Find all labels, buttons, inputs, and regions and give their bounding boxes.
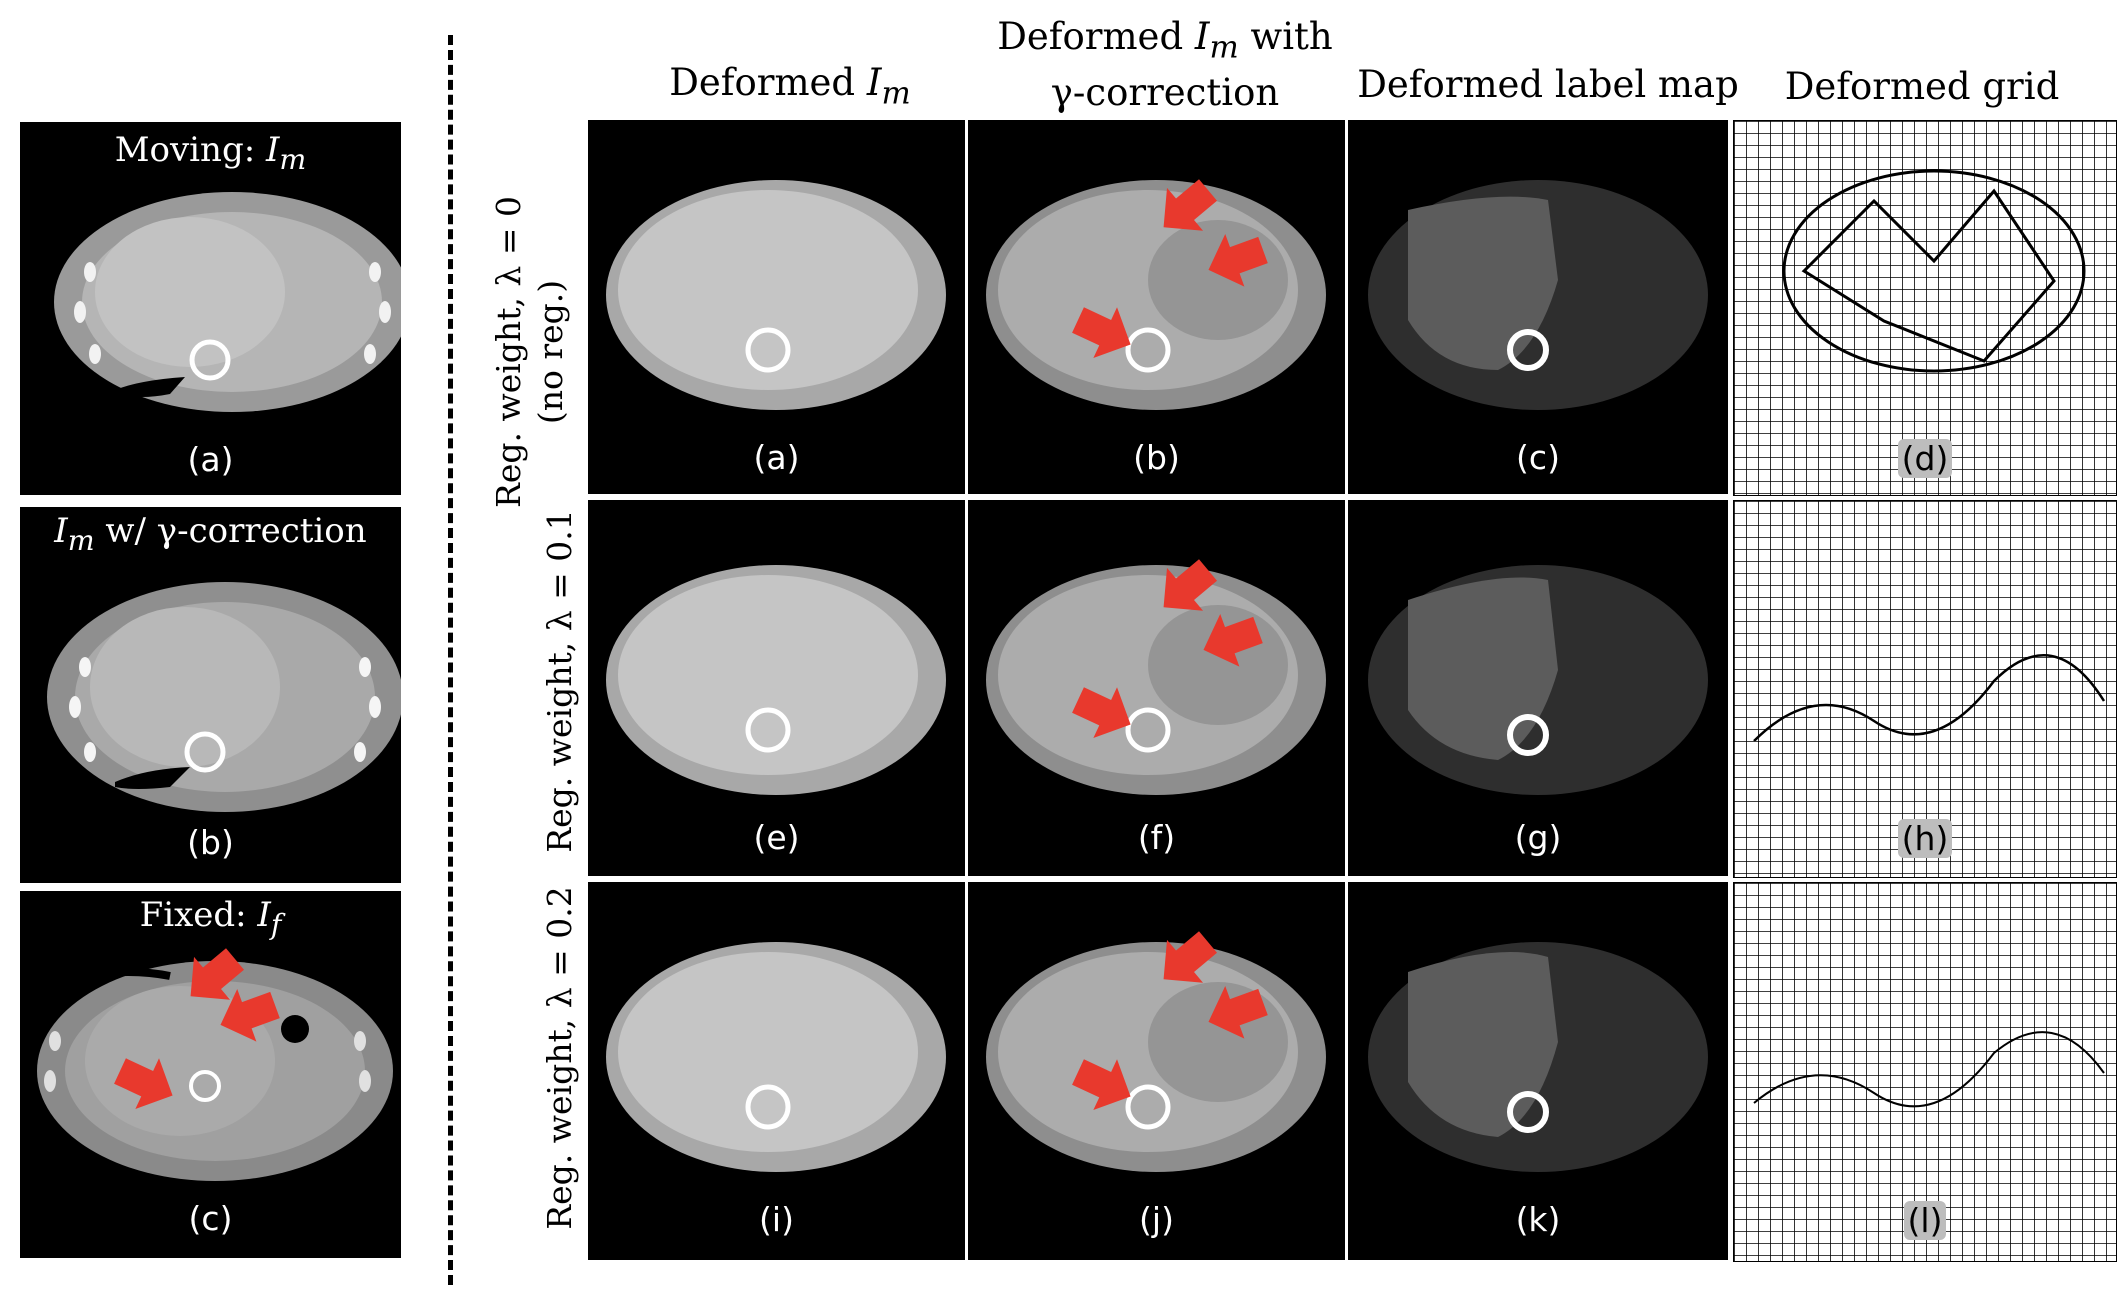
deformed-grid [1734, 121, 2116, 495]
row-title-lambda-0.1: Reg. weight, λ = 0.1 [540, 509, 579, 853]
panel-label: (a) [187, 440, 234, 479]
gamma-corrected-image-panel: Im w/ γ-correction (b) [20, 507, 401, 883]
panel-label: (i) [759, 1200, 794, 1239]
result-panel: (f) [968, 500, 1345, 876]
panel-label: (c) [1516, 438, 1560, 477]
deformed-gamma-ct [986, 179, 1326, 410]
result-panel: (j) [968, 882, 1345, 1260]
deformed-grid-panel: (l) [1733, 882, 2117, 1262]
gamma-ct-slice [47, 582, 401, 812]
panel-label: (b) [187, 823, 234, 862]
column-title-deformed: Deformed Im [669, 61, 911, 112]
panel-label: (a) [753, 438, 800, 477]
result-panel: (i) [588, 882, 965, 1260]
section-divider [448, 35, 453, 1285]
deformed-ct [606, 565, 946, 795]
result-panel: (c) [1348, 120, 1728, 494]
fixed-arrow-overlay [114, 948, 280, 1110]
column-title-grid: Deformed grid [1784, 65, 2060, 108]
result-panel: (e) [588, 500, 965, 876]
deformed-gamma-ct [986, 559, 1326, 795]
deformed-label-map [1368, 942, 1708, 1172]
panel-label: (d) [1734, 439, 2116, 478]
panel-label: (c) [188, 1199, 233, 1238]
panel-title-gamma: Im w/ γ-correction [54, 511, 367, 557]
deformed-grid-panel: (d) [1733, 120, 2117, 496]
deformed-label-map [1368, 565, 1708, 795]
deformed-ct [606, 942, 946, 1172]
column-title-label-map: Deformed label map [1357, 63, 1739, 106]
deformed-grid [1734, 883, 2116, 1261]
deformed-label-map [1368, 180, 1708, 410]
deformed-gamma-ct [986, 931, 1326, 1172]
panel-label: (j) [1139, 1200, 1174, 1239]
panel-title-fixed: Fixed: If [139, 895, 282, 941]
panel-label: (b) [1133, 438, 1180, 477]
panel-title-moving: Moving: Im [114, 130, 307, 176]
deformed-grid-panel: (h) [1733, 500, 2117, 878]
column-title-deformed-gamma: Deformed Im with γ-correction [997, 15, 1333, 115]
result-panel: (a) [588, 120, 965, 494]
deformed-grid [1734, 501, 2116, 877]
result-panel: (b) [968, 120, 1345, 494]
moving-ct-slice [54, 192, 401, 412]
panel-label: (g) [1514, 818, 1562, 857]
fixed-ct-slice [37, 961, 393, 1181]
row-title-lambda-0: Reg. weight, λ = 0 (no reg.) [489, 196, 570, 508]
deformed-ct [606, 180, 946, 410]
panel-label: (f) [1137, 818, 1176, 857]
panel-label: (k) [1515, 1200, 1561, 1239]
panel-label: (l) [1734, 1201, 2116, 1240]
result-panel: (k) [1348, 882, 1728, 1260]
panel-label: (e) [753, 818, 800, 857]
row-title-lambda-0.2: Reg. weight, λ = 0.2 [540, 886, 579, 1230]
moving-image-panel: Moving: Im (a) [20, 122, 401, 495]
result-panel: (g) [1348, 500, 1728, 876]
panel-label: (h) [1734, 819, 2116, 858]
fixed-image-panel: Fixed: If (c) [20, 891, 401, 1258]
